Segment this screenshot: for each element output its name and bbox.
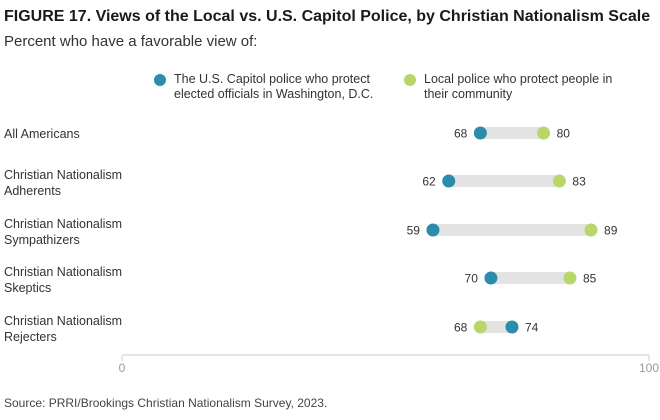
local-police-point	[537, 126, 551, 140]
row-label-all-americans: All Americans	[4, 127, 80, 141]
local-value-label: 68	[454, 321, 468, 335]
capitol-value-label: 68	[454, 127, 468, 141]
local-police-point	[584, 223, 598, 237]
row-label-adherents: Christian Nationalism Adherents	[4, 168, 123, 198]
capitol-police-point	[473, 126, 487, 140]
x-tick-label-0: 0	[119, 361, 126, 375]
legend-item-local: Local police who protect people in their…	[404, 72, 612, 102]
legend-label-local: Local police who protect people in their…	[424, 72, 613, 101]
legend-label-capitol: The U.S. Capitol police who protect elec…	[174, 72, 374, 101]
local-value-label: 83	[572, 175, 586, 189]
capitol-value-label: 62	[422, 175, 436, 189]
capitol-police-point	[484, 271, 498, 285]
row-label-rejecters: Christian Nationalism Rejecters	[4, 314, 123, 344]
source-note: Source: PRRI/Brookings Christian Nationa…	[4, 396, 328, 410]
row-label-sympathizers: Christian Nationalism Sympathizers	[4, 217, 123, 247]
chart-subtitle: Percent who have a favorable view of:	[4, 33, 258, 50]
capitol-value-label: 74	[525, 321, 539, 335]
capitol-police-point	[505, 320, 519, 334]
capitol-value-label: 59	[407, 224, 421, 238]
local-police-point	[552, 174, 566, 188]
x-tick-label-100: 100	[639, 361, 659, 375]
legend-dot-local	[404, 74, 416, 86]
local-police-point	[473, 320, 487, 334]
chart-title: FIGURE 17. Views of the Local vs. U.S. C…	[4, 8, 651, 25]
legend-dot-capitol	[154, 74, 166, 86]
legend-item-capitol: The U.S. Capitol police who protect elec…	[154, 72, 373, 102]
row-label-skeptics: Christian Nationalism Skeptics	[4, 265, 123, 295]
local-police-point	[563, 271, 577, 285]
local-value-label: 80	[557, 127, 571, 141]
capitol-police-point	[442, 174, 456, 188]
local-value-label: 85	[583, 272, 597, 286]
local-value-label: 89	[604, 224, 618, 238]
capitol-police-point	[426, 223, 440, 237]
capitol-value-label: 70	[465, 272, 479, 286]
